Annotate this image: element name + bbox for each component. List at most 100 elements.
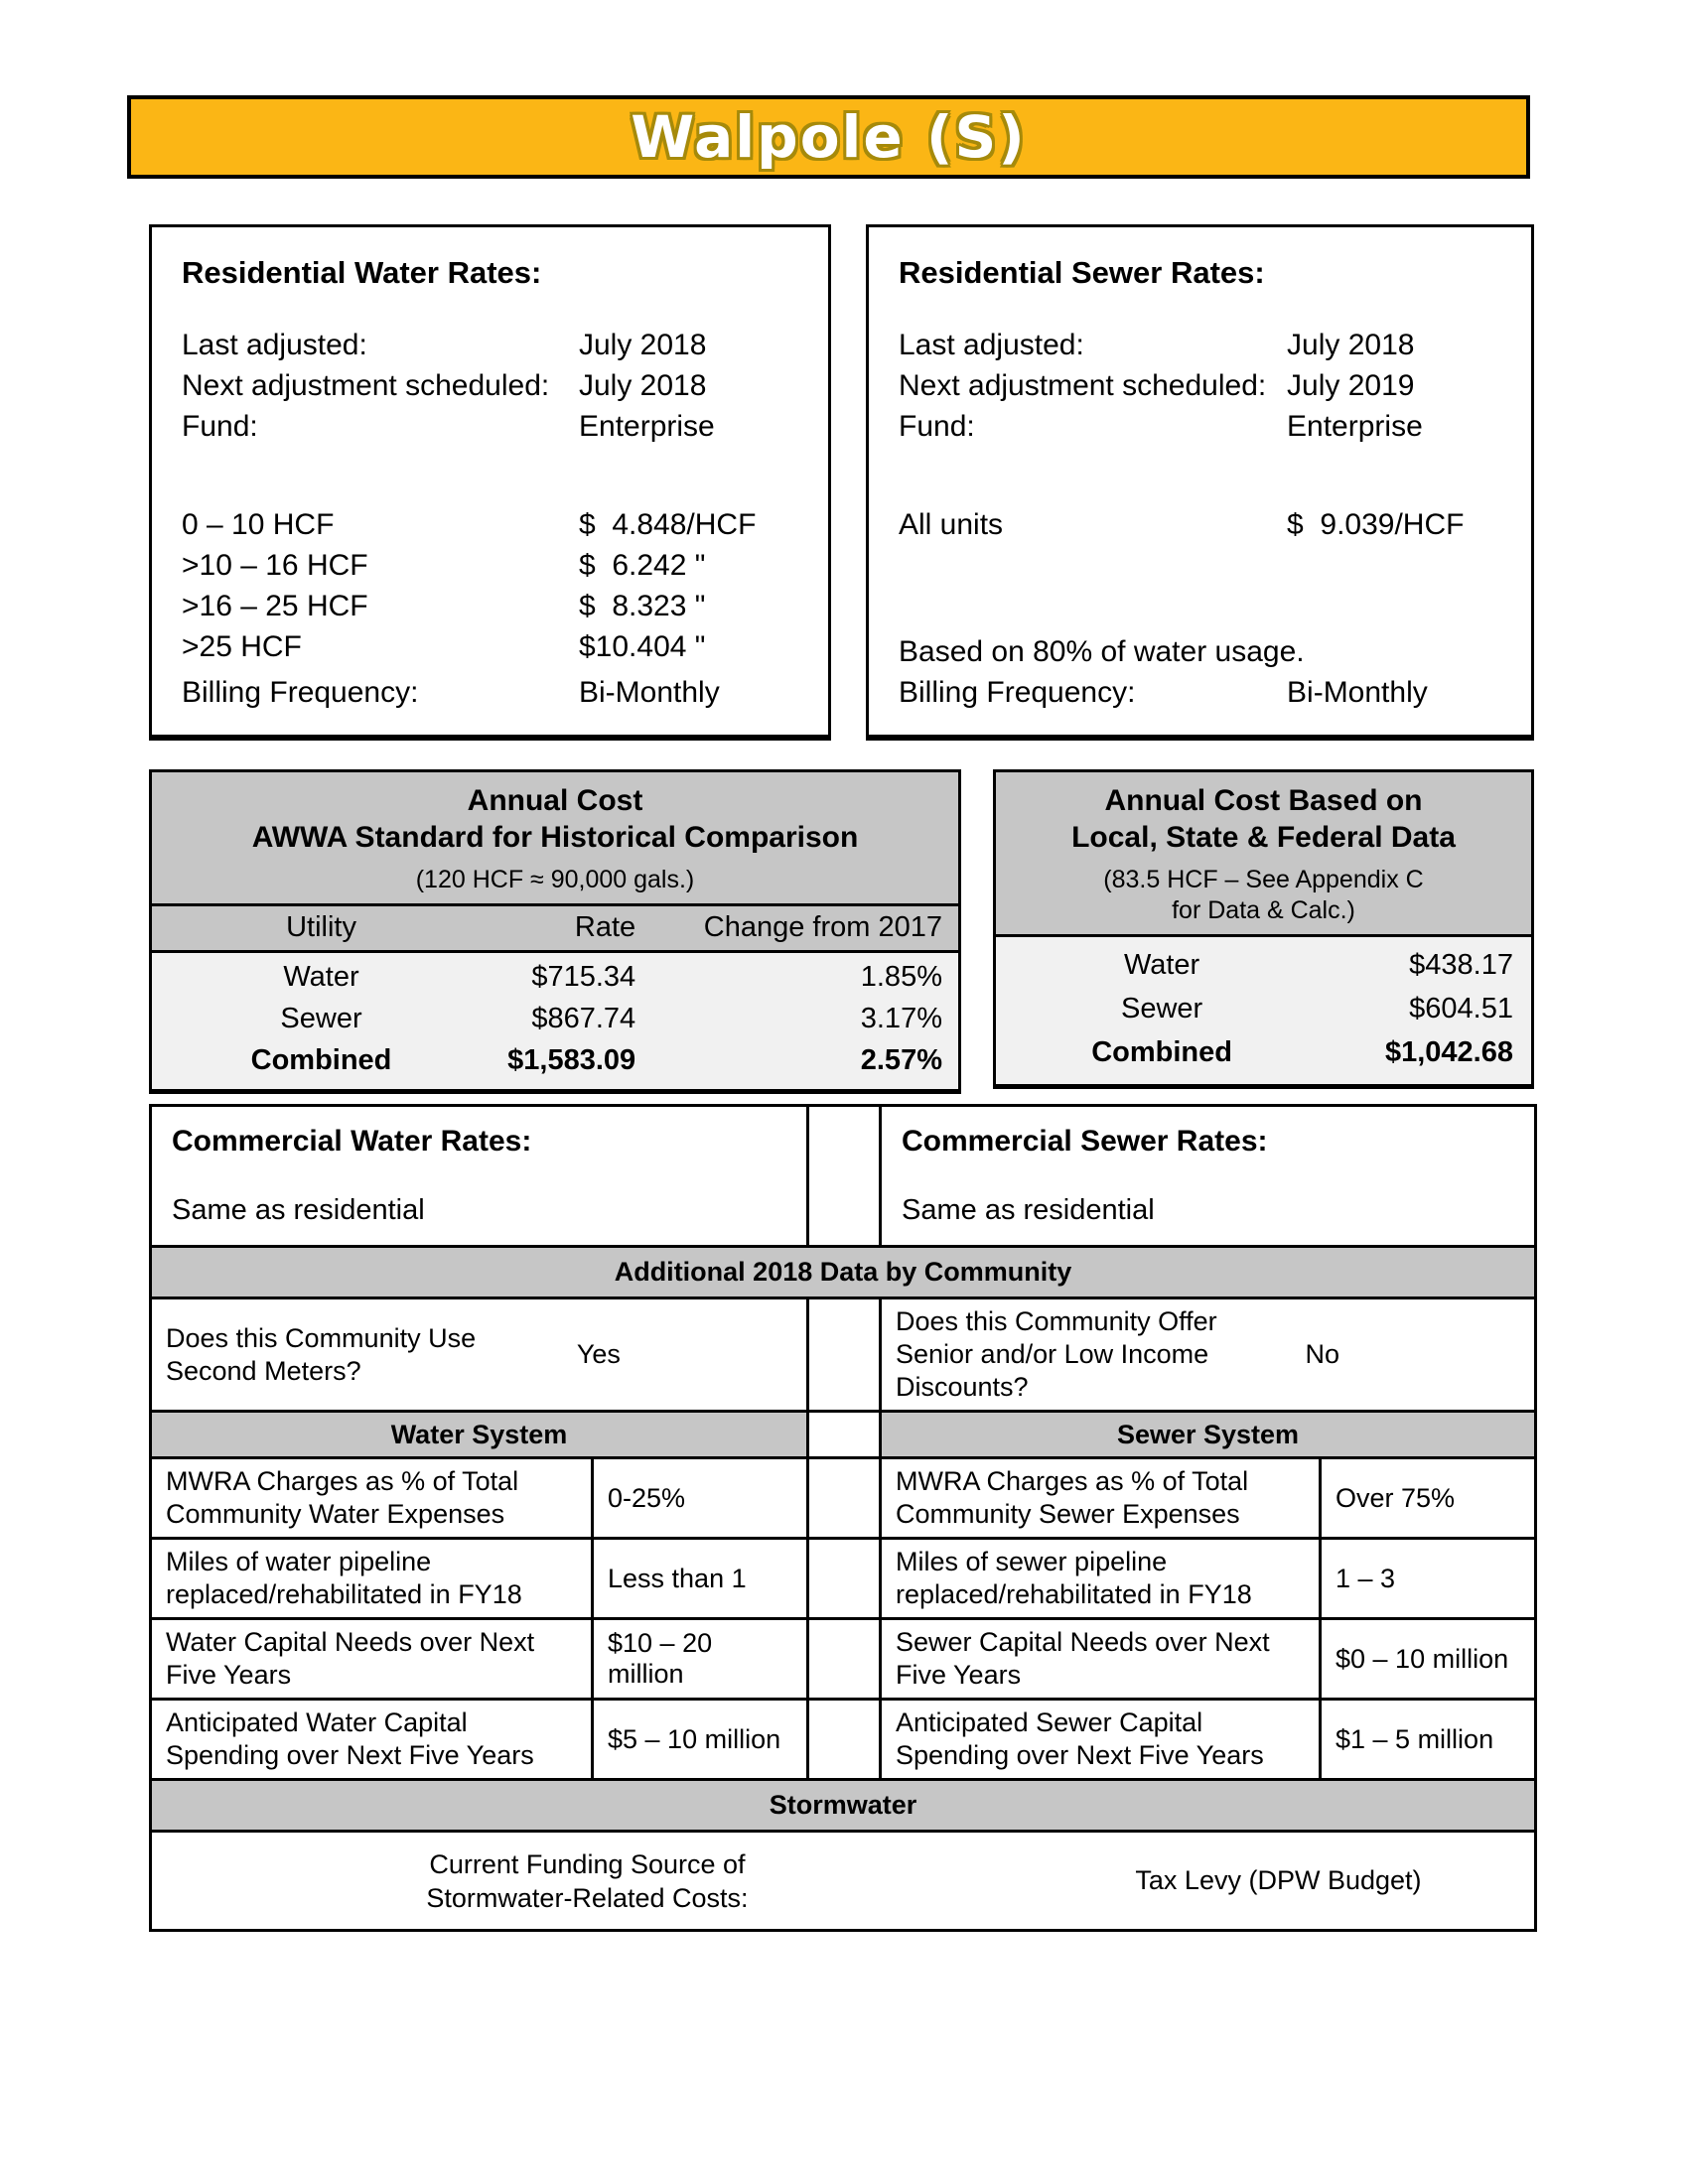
water-tier-row: >16 – 25 HCF $ 8.323 " [182, 586, 802, 626]
sewer-fund-label: Fund: [899, 410, 975, 443]
second-meters-cell: Does this Community Use Second Meters? Y… [149, 1297, 809, 1413]
water-last-adjusted-value: July 2018 [579, 329, 707, 361]
sewer-fund-row: Fund: Enterprise [899, 406, 1505, 447]
sewer-next-adjustment-row: Next adjustment scheduled: July 2019 [899, 365, 1505, 406]
water-mwra-charges-label: MWRA Charges as % of Total Community Wat… [149, 1456, 594, 1540]
sewer-billing-frequency-row: Billing Frequency: Bi-Monthly [899, 672, 1505, 713]
grid-gap [806, 1698, 882, 1781]
awwa-row-sewer: Sewer $867.74 3.17% [152, 998, 958, 1039]
grid-gap [806, 1617, 882, 1701]
sewer-next-adjustment-label: Next adjustment scheduled: [899, 369, 1267, 402]
community-questions-row: Does this Community Use Second Meters? Y… [149, 1297, 1537, 1413]
sewer-mwra-charges-label: MWRA Charges as % of Total Community Sew… [879, 1456, 1322, 1540]
water-billing-frequency-value: Bi-Monthly [579, 676, 720, 709]
residential-sewer-title: Residential Sewer Rates: [899, 255, 1265, 290]
local-sewer-label: Sewer [1120, 993, 1203, 1024]
water-last-adjusted-row: Last adjusted: July 2018 [182, 325, 802, 365]
awwa-table-body: Water $715.34 1.85% Sewer $867.74 3.17% … [152, 953, 958, 1089]
water-fund-value: Enterprise [579, 410, 715, 443]
awwa-column-headers: Utility Rate Change from 2017 [152, 906, 958, 953]
water-pipeline-miles-label: Miles of water pipeline replaced/rehabil… [149, 1537, 594, 1620]
sewer-system-header: Sewer System [879, 1410, 1537, 1459]
annual-cost-local-table: Annual Cost Based on Local, State & Fede… [993, 769, 1534, 1089]
awwa-subtitle: (120 HCF ≈ 90,000 gals.) [415, 866, 695, 893]
stormwater-header: Stormwater [149, 1778, 1537, 1833]
sewer-last-adjusted-row: Last adjusted: July 2018 [899, 325, 1505, 365]
sewer-all-units-rate: $ 9.039/HCF [1287, 508, 1465, 541]
system-data-row: Water Capital Needs over Next Five Years… [149, 1617, 1537, 1701]
awwa-sewer-change: 3.17% [860, 1003, 942, 1034]
water-tier-label: >16 – 25 HCF [182, 590, 368, 622]
water-capital-spending-value: $5 – 10 million [591, 1698, 809, 1781]
discounts-label: Does this Community Offer Senior and/or … [896, 1306, 1217, 1402]
grid-gap [806, 1297, 882, 1413]
water-fund-label: Fund: [182, 410, 258, 443]
awwa-row-combined: Combined $1,583.09 2.57% [152, 1039, 958, 1081]
residential-water-title: Residential Water Rates: [182, 255, 542, 290]
water-next-adjustment-label: Next adjustment scheduled: [182, 369, 550, 402]
discounts-cell: Does this Community Offer Senior and/or … [879, 1297, 1537, 1413]
community-data-grid: Commercial Water Rates: Same as resident… [149, 1104, 1537, 1932]
local-water-label: Water [1123, 949, 1200, 981]
water-pipeline-miles-value: Less than 1 [591, 1537, 809, 1620]
local-title-line2: Local, State & Federal Data [1071, 821, 1456, 854]
grid-gap [806, 1456, 882, 1540]
additional-data-header: Additional 2018 Data by Community [149, 1245, 1537, 1299]
sewer-all-units-row: All units $ 9.039/HCF [899, 504, 1505, 545]
commercial-water-rates-cell: Commercial Water Rates: Same as resident… [149, 1104, 809, 1248]
local-combined-rate: $1,042.68 [1384, 1036, 1513, 1068]
water-fund-row: Fund: Enterprise [182, 406, 802, 447]
grid-gap [806, 1410, 882, 1459]
local-row-sewer: Sewer $604.51 [996, 987, 1531, 1030]
commercial-water-title: Commercial Water Rates: [172, 1125, 532, 1158]
system-data-row: Anticipated Water Capital Spending over … [149, 1698, 1537, 1781]
stormwater-funding-value: Tax Levy (DPW Budget) [1135, 1865, 1422, 1895]
local-subtitle-line2: for Data & Calc.) [1172, 896, 1355, 924]
water-tier-row: >10 – 16 HCF $ 6.242 " [182, 545, 802, 586]
system-data-row: Miles of water pipeline replaced/rehabil… [149, 1537, 1537, 1620]
water-tier-label: >10 – 16 HCF [182, 549, 368, 582]
local-combined-label: Combined [1091, 1036, 1232, 1068]
awwa-table-header: Annual Cost AWWA Standard for Historical… [152, 772, 958, 906]
awwa-row-water: Water $715.34 1.85% [152, 956, 958, 998]
water-tier-rate: $ 6.242 " [579, 549, 706, 582]
commercial-rates-row: Commercial Water Rates: Same as resident… [149, 1104, 1537, 1248]
sewer-fund-value: Enterprise [1287, 410, 1423, 443]
sewer-usage-note: Based on 80% of water usage. [899, 635, 1305, 668]
awwa-combined-label: Combined [250, 1044, 392, 1076]
local-sewer-rate: $604.51 [1409, 993, 1513, 1024]
water-next-adjustment-row: Next adjustment scheduled: July 2018 [182, 365, 802, 406]
second-meters-label: Does this Community Use Second Meters? [166, 1322, 477, 1386]
sewer-pipeline-miles-value: 1 – 3 [1319, 1537, 1537, 1620]
water-tier-label: 0 – 10 HCF [182, 508, 335, 541]
awwa-col-utility: Utility [286, 911, 356, 943]
water-tier-row: >25 HCF $10.404 " [182, 626, 802, 667]
local-subtitle-line1: (83.5 HCF – See Appendix C [1103, 866, 1424, 893]
stormwater-funding-cell: Current Funding Source of Stormwater-Rel… [149, 1830, 1537, 1932]
stormwater-band-row: Stormwater [149, 1778, 1537, 1833]
awwa-col-rate: Rate [574, 911, 636, 943]
water-capital-spending-label: Anticipated Water Capital Spending over … [149, 1698, 594, 1781]
water-tier-rate: $ 4.848/HCF [579, 508, 757, 541]
commercial-sewer-rates-cell: Commercial Sewer Rates: Same as resident… [879, 1104, 1537, 1248]
local-water-rate: $438.17 [1409, 949, 1513, 981]
water-system-header: Water System [149, 1410, 809, 1459]
water-tier-label: >25 HCF [182, 630, 302, 663]
water-tier-rate: $10.404 " [579, 630, 706, 663]
grid-gap [806, 1104, 882, 1248]
water-capital-needs-label: Water Capital Needs over Next Five Years [149, 1617, 594, 1701]
awwa-combined-change: 2.57% [860, 1044, 942, 1076]
residential-sewer-rates-box: Residential Sewer Rates: Last adjusted: … [866, 224, 1534, 741]
sewer-capital-needs-label: Sewer Capital Needs over Next Five Years [879, 1617, 1322, 1701]
awwa-water-label: Water [283, 961, 359, 993]
sewer-capital-needs-value: $0 – 10 million [1319, 1617, 1537, 1701]
sewer-all-units-label: All units [899, 508, 1004, 541]
water-capital-needs-value: $10 – 20 million [591, 1617, 809, 1701]
water-billing-frequency-label: Billing Frequency: [182, 676, 419, 709]
sewer-capital-spending-label: Anticipated Sewer Capital Spending over … [879, 1698, 1322, 1781]
additional-data-band-row: Additional 2018 Data by Community [149, 1245, 1537, 1299]
water-tier-row: 0 – 10 HCF $ 4.848/HCF [182, 504, 802, 545]
awwa-col-change: Change from 2017 [703, 911, 942, 943]
sewer-billing-frequency-label: Billing Frequency: [899, 676, 1136, 709]
water-mwra-charges-value: 0-25% [591, 1456, 809, 1540]
